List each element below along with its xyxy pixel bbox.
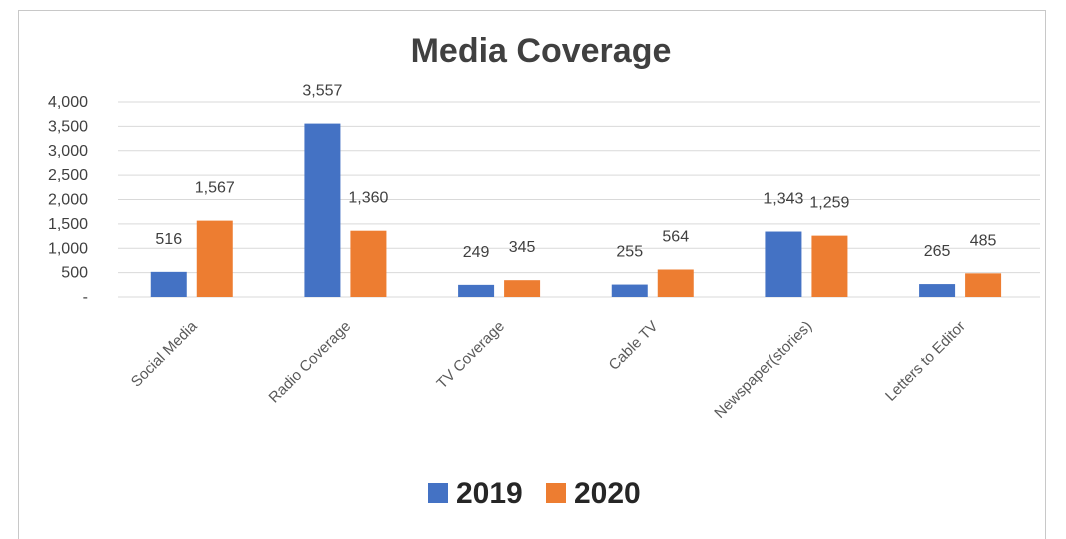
- legend: 2019 2020: [428, 477, 641, 510]
- data-label: 1,259: [809, 195, 849, 212]
- bar-2020-1: [350, 230, 387, 297]
- data-label: 345: [509, 239, 536, 256]
- bar-2019-4: [765, 231, 802, 297]
- bar-2020-3: [657, 269, 694, 297]
- data-label: 265: [924, 243, 951, 260]
- x-tick-label: Cable TV: [606, 318, 662, 374]
- bar-2020-5: [965, 273, 1002, 297]
- x-tick-label: Radio Coverage: [266, 318, 355, 407]
- legend-swatch-2020: [546, 483, 566, 503]
- bar-2019-2: [458, 284, 495, 297]
- x-tick-label: Newspaper(stories): [711, 318, 815, 422]
- y-tick-label: -: [83, 289, 88, 306]
- y-tick-label: 1,000: [48, 240, 88, 257]
- bar-2019-3: [611, 284, 648, 297]
- data-label: 485: [970, 232, 997, 249]
- bar-2020-2: [504, 280, 541, 297]
- bar-2019-0: [150, 271, 187, 297]
- chart-frame: [18, 10, 1046, 539]
- x-axis-ticks: Social Media Radio Coverage TV Coverage Cab…: [128, 317, 969, 421]
- data-label: 249: [463, 244, 490, 261]
- legend-swatch-2019: [428, 483, 448, 503]
- bar-2019-5: [919, 284, 956, 297]
- data-label: 564: [662, 229, 689, 246]
- data-label: 1,567: [195, 180, 235, 197]
- x-tick-label: TV Coverage: [433, 318, 508, 393]
- chart-title: Media Coverage: [411, 32, 672, 70]
- y-tick-label: 2,000: [48, 192, 88, 209]
- y-axis-ticks: - 500 1,000 1,500 2,000 2,500 3,000 3,500 4,000: [48, 94, 88, 306]
- gridlines: [118, 101, 1040, 298]
- data-label: 516: [155, 231, 182, 248]
- y-tick-label: 500: [61, 265, 88, 282]
- x-tick-label: Social Media: [128, 317, 201, 390]
- bar-2020-4: [811, 235, 848, 297]
- legend-label: 2020: [574, 477, 641, 510]
- data-labels: 516 1,567 3,557 1,360 249 345 255 564 1,343 1,259…: [155, 83, 996, 261]
- y-tick-label: 3,500: [48, 118, 88, 135]
- data-label: 1,360: [348, 190, 388, 207]
- y-tick-label: 1,500: [48, 216, 88, 233]
- bar-2019-1: [304, 123, 341, 297]
- bars: [150, 123, 1002, 297]
- x-tick-label: Letters to Editor: [882, 318, 969, 405]
- data-label: 3,557: [302, 83, 342, 100]
- y-tick-label: 3,000: [48, 143, 88, 160]
- bar-2020-0: [196, 220, 233, 297]
- data-label: 255: [616, 244, 643, 261]
- y-tick-label: 2,500: [48, 167, 88, 184]
- y-tick-label: 4,000: [48, 94, 88, 111]
- legend-label: 2019: [456, 477, 523, 510]
- data-label: 1,343: [763, 191, 803, 208]
